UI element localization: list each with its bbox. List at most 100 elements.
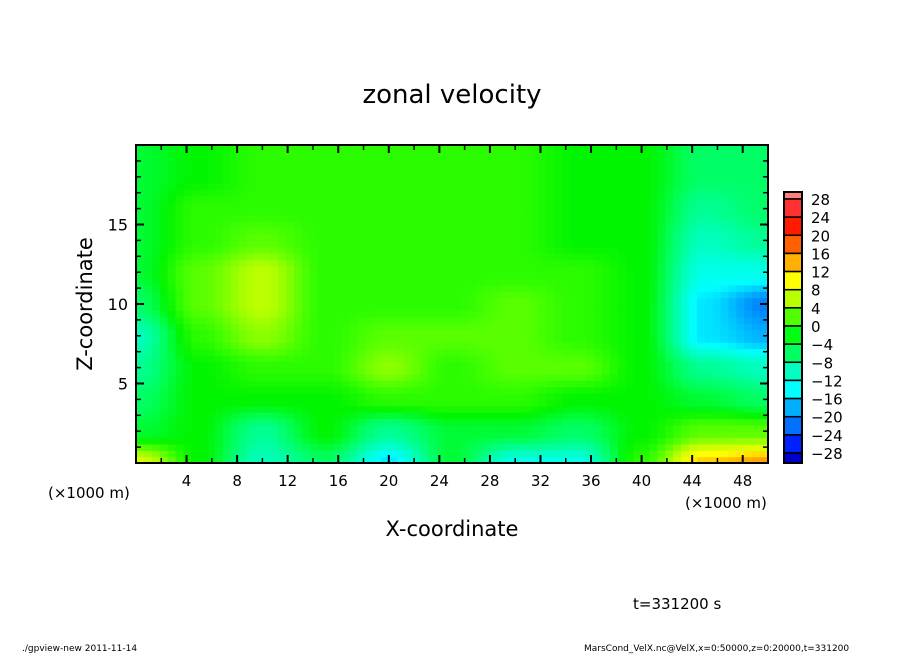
heatmap-cell [444,393,453,400]
heatmap-cell [412,335,421,343]
heatmap-cell [325,329,335,337]
heatmap-cell [325,272,335,280]
heatmap-cell [657,145,666,152]
heatmap-cell [333,157,342,165]
heatmap-cell [262,329,271,337]
heatmap-cell [657,456,666,464]
heatmap-cell [531,259,540,267]
heatmap-cell [681,323,690,331]
heatmap-cell [222,386,232,394]
heatmap-cell [333,399,342,407]
heatmap-cell [380,354,390,362]
heatmap-cell [412,329,421,337]
heatmap-cell [380,399,390,407]
heatmap-cell [515,214,524,222]
heatmap-cell [696,265,706,273]
heatmap-cell [230,284,240,292]
heatmap-cell [159,164,169,172]
heatmap-cell [681,431,690,439]
heatmap-cell [554,342,564,350]
heatmap-cell [602,297,611,305]
heatmap-cell [349,316,358,324]
heatmap-cell [412,265,421,273]
heatmap-cell [167,208,177,216]
heatmap-cell [222,342,232,350]
heatmap-cell [412,450,421,458]
heatmap-cell [143,361,153,369]
heatmap-cell [704,348,714,356]
heatmap-cell [531,316,540,324]
heatmap-cell [712,272,722,280]
heatmap-cell [412,272,421,280]
heatmap-cell [736,164,745,172]
heatmap-cell [752,278,761,286]
heatmap-cell [546,291,556,299]
heatmap-cell [673,157,682,165]
heatmap-cell [286,443,295,451]
heatmap-cell [665,145,674,152]
heatmap-cell [246,176,256,184]
heatmap-cell [254,405,263,413]
heatmap-cell [641,157,651,165]
heatmap-cell [396,304,406,311]
heatmap-cell [420,240,429,248]
heatmap-cell [483,164,493,172]
heatmap-cell [309,443,319,451]
heatmap-cell [388,278,398,286]
heatmap-cell [254,354,263,362]
heatmap-cell [696,386,706,394]
heatmap-cell [625,316,635,324]
heatmap-cell [602,418,611,426]
axis-ticks [136,145,768,463]
heatmap-cell [459,240,469,248]
heatmap-cell [586,399,595,407]
heatmap-cell [301,367,311,375]
heatmap-cell [554,278,564,286]
heatmap-cell [136,214,145,222]
heatmap-cell [404,221,414,229]
heatmap-cell [159,348,169,356]
heatmap-cell [562,412,572,420]
heatmap-cell [633,412,643,420]
heatmap-cell [625,195,635,203]
heatmap-cell [199,291,208,299]
heatmap-cell [507,278,516,286]
heatmap-cell [760,214,769,222]
heatmap-cell [554,386,564,394]
heatmap-cell [546,214,556,222]
heatmap-cell [681,151,690,159]
heatmap-cell [531,380,540,388]
heatmap-cell [546,437,556,445]
heatmap-cell [309,170,319,178]
heatmap-cell [230,456,240,464]
heatmap-cell [143,246,153,254]
heatmap-cell [436,272,445,280]
heatmap-cell [444,297,453,305]
heatmap-cell [388,189,398,197]
heatmap-cell [625,221,635,229]
heatmap-cell [349,291,358,299]
heatmap-cell [594,412,603,420]
heatmap-cell [507,456,516,464]
heatmap-cell [452,176,461,184]
heatmap-cell [294,443,303,451]
heatmap-cell [333,284,342,292]
heatmap-cell [151,145,161,152]
colorbar-box [783,325,803,345]
heatmap-cell [475,240,485,248]
heatmap-cell [444,157,453,165]
heatmap-cell [286,393,295,400]
heatmap-cell [191,418,200,426]
heatmap-cell [578,367,587,375]
heatmap-cell [554,373,564,381]
heatmap-cell [459,176,469,184]
heatmap-cell [491,240,500,248]
heatmap-cell [665,259,674,267]
heatmap-cell [199,278,208,286]
heatmap-cell [175,412,184,420]
heatmap-cell [531,342,540,350]
heatmap-cell [617,221,627,229]
heatmap-cell [570,259,579,267]
heatmap-cell [720,412,730,420]
heatmap-cell [317,367,327,375]
